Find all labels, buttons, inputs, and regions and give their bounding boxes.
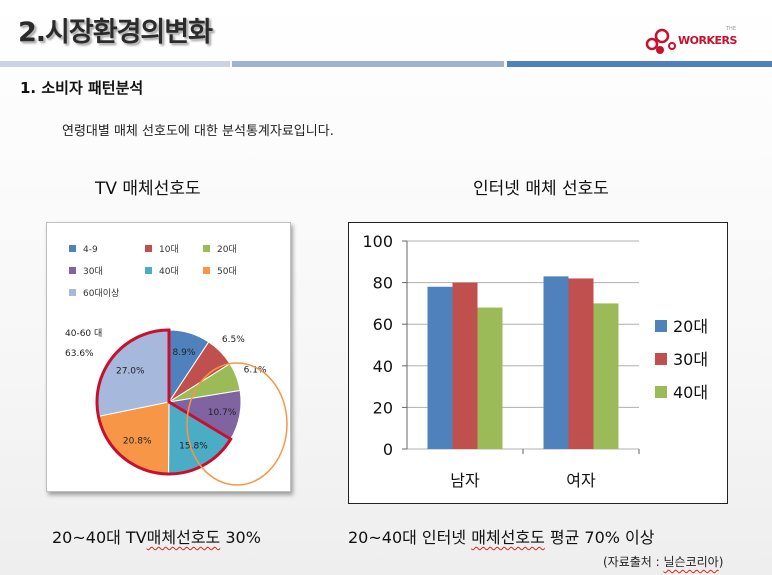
pie-data-label: 15.8%: [179, 442, 208, 452]
bar-x-tick-label: 남자: [450, 471, 480, 490]
logo-text: WORKERS: [678, 34, 737, 47]
logo-prefix: THE: [726, 26, 736, 32]
pie-legend-label: 50대: [217, 266, 237, 277]
bar-y-tick-label: 40: [373, 357, 393, 376]
bar-y-tick-label: 80: [373, 274, 393, 293]
bar-rect: [477, 307, 503, 449]
bar-legend-label: 30대: [673, 350, 708, 369]
bar-chart-panel: 0 20 40 60 80 100 남자 여자 20대 30대 40대: [348, 222, 728, 504]
pie-data-label: 20.8%: [123, 437, 152, 447]
source-prefix: (자료출처 :: [603, 555, 664, 569]
section-title: 1. 소비자 패턴분석: [20, 79, 144, 97]
bar-y-tick-label: 60: [373, 315, 393, 334]
pie-caption-plain: 20~40대 TV: [52, 528, 147, 547]
pie-caption-tail: 30%: [220, 528, 261, 547]
bar-legend-swatch: [655, 386, 667, 398]
bar-rect: [568, 278, 594, 449]
bar-y-tick-label: 0: [383, 440, 393, 459]
bar-y-tick-label: 100: [362, 232, 393, 251]
bar-caption-marked: 매체선호도: [471, 528, 545, 547]
pie-data-label: 27.0%: [116, 366, 145, 376]
bar-rect: [543, 276, 569, 449]
bar-legend-swatch: [655, 353, 667, 365]
bar-caption-tail: 평균 70% 이상: [544, 528, 655, 547]
pie-legend-swatch: [69, 267, 76, 274]
pie-legend-label: 30대: [83, 266, 103, 277]
pie-chart: 4-9 10대 20대 30대 40대 50대 60대이상 8.9% 6.5% 6.1% 10.7%…: [65, 244, 288, 486]
header-rule-mid: [232, 61, 504, 67]
source-name: 닐슨코리아: [663, 555, 719, 569]
pie-data-label: 8.9%: [173, 348, 196, 358]
bar-legend-swatch: [655, 320, 667, 332]
pie-legend-swatch: [145, 267, 152, 274]
workers-logo: THE WORKERS: [644, 22, 754, 58]
bar-legend-label: 20대: [673, 317, 708, 336]
bar-chart: 0 20 40 60 80 100 남자 여자 20대 30대 40대: [362, 232, 708, 490]
pie-legend-label: 40대: [159, 266, 179, 277]
pie-legend-label: 60대이상: [83, 288, 119, 299]
source-note: (자료출처 : 닐슨코리아): [603, 553, 723, 570]
pie-legend-swatch: [69, 245, 76, 252]
page-title: 2.시장환경의변화: [18, 17, 213, 48]
bar-legend-label: 40대: [673, 383, 708, 402]
pie-data-label: 6.1%: [244, 366, 267, 376]
pie-legend-label: 20대: [217, 244, 237, 255]
source-suffix: ): [718, 555, 724, 569]
pie-legend-swatch: [69, 289, 76, 296]
pie-caption-marked: 매체선호도: [146, 528, 221, 547]
pie-legend-swatch: [145, 245, 152, 252]
section-description: 연령대별 매체 선호도에 대한 분석통계자료입니다.: [62, 124, 334, 139]
pie-legend-swatch: [203, 245, 210, 252]
bar-caption: 20~40대 인터넷 매체선호도 평균 70% 이상: [348, 524, 655, 548]
logo-circles-icon: [645, 28, 676, 54]
pie-data-label: 10.7%: [208, 408, 237, 418]
bar-rect: [427, 286, 453, 449]
pie-caption: 20~40대 TV매체선호도 30%: [52, 524, 261, 548]
header-rule-right: [507, 61, 772, 67]
bar-rect: [593, 303, 619, 449]
header-rule-left: [0, 61, 230, 67]
pie-annotation-line2: 63.6%: [65, 349, 94, 359]
pie-chart-panel: 4-9 10대 20대 30대 40대 50대 60대이상 8.9% 6.5% 6.1% 10.7%…: [46, 222, 291, 492]
pie-data-label: 6.5%: [222, 335, 245, 345]
bar-x-tick-label: 여자: [566, 471, 596, 490]
pie-legend-label: 10대: [159, 244, 179, 255]
pie-chart-title: TV 매체선호도: [95, 179, 201, 199]
bar-y-tick-label: 20: [373, 398, 393, 417]
pie-legend-label: 4-9: [83, 245, 98, 255]
bar-caption-plain: 20~40대 인터넷: [348, 528, 472, 547]
bar-chart-title: 인터넷 매체 선호도: [473, 179, 609, 199]
pie-annotation-line1: 40-60 대: [65, 328, 102, 339]
pie-legend-swatch: [203, 267, 210, 274]
bar-rect: [452, 282, 478, 449]
pie-highlight-circle: [186, 362, 288, 486]
